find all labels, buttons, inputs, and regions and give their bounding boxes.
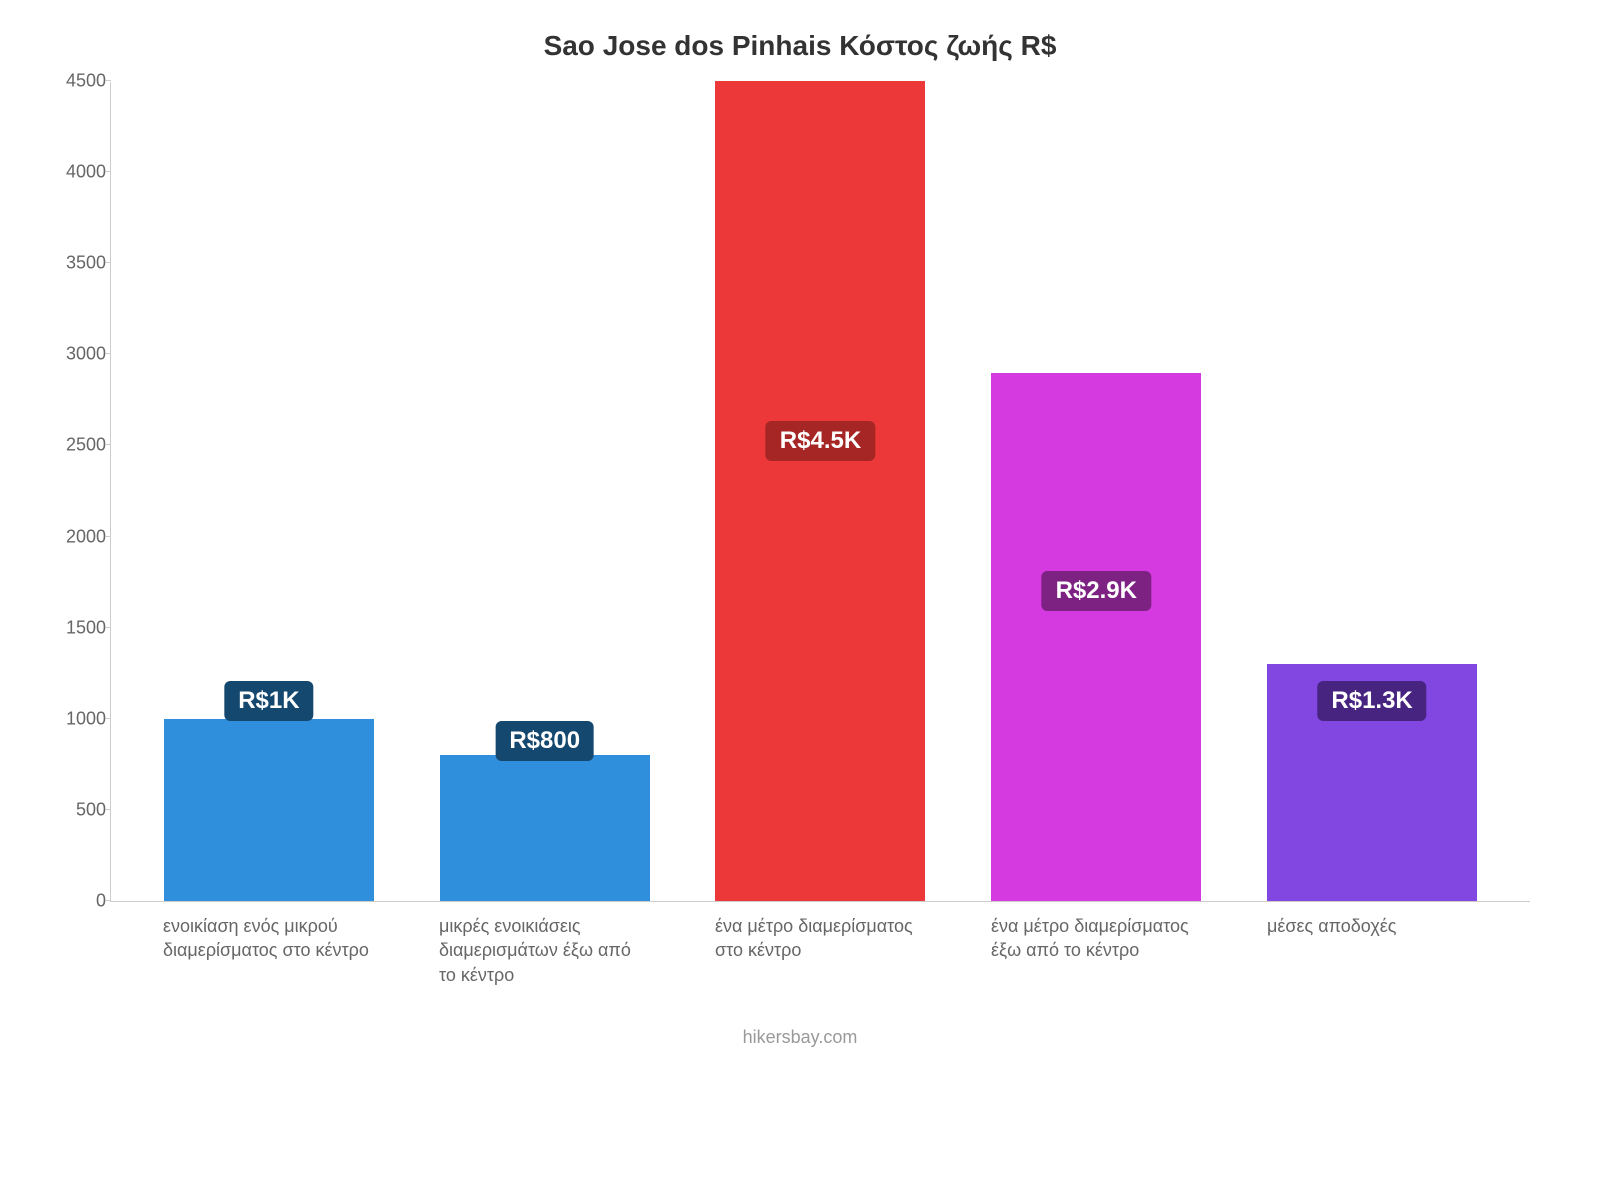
y-tick-mark <box>105 809 111 810</box>
y-tick-mark <box>105 80 111 81</box>
y-tick-label: 3500 <box>51 253 106 274</box>
y-tick-mark <box>105 353 111 354</box>
bar-slot: R$800 <box>407 82 683 901</box>
y-tick-mark <box>105 718 111 719</box>
y-tick-label: 500 <box>51 799 106 820</box>
y-tick-label: 4500 <box>51 71 106 92</box>
plot-area: R$1KR$800R$4.5KR$2.9KR$1.3K 050010001500… <box>110 82 1530 902</box>
x-axis-label: ένα μέτρο διαμερίσματος έξω από το κέντρ… <box>981 914 1211 987</box>
x-axis-labels: ενοικίαση ενός μικρού διαμερίσματος στο … <box>110 902 1530 987</box>
x-axis-label: μικρές ενοικιάσεις διαμερισμάτων έξω από… <box>429 914 659 987</box>
chart-container: Sao Jose dos Pinhais Κόστος ζωής R$ R$1K… <box>0 0 1600 1200</box>
y-tick-label: 1500 <box>51 617 106 638</box>
bar-value-label: R$2.9K <box>1042 571 1151 611</box>
y-tick-label: 2000 <box>51 526 106 547</box>
x-axis-label: ενοικίαση ενός μικρού διαμερίσματος στο … <box>153 914 383 987</box>
y-tick-mark <box>105 444 111 445</box>
attribution-text: hikersbay.com <box>40 1027 1560 1048</box>
bar-slot: R$1.3K <box>1234 82 1510 901</box>
bar: R$2.9K <box>991 373 1201 901</box>
bar-value-label: R$1.3K <box>1317 681 1426 721</box>
chart-title: Sao Jose dos Pinhais Κόστος ζωής R$ <box>40 30 1560 62</box>
bar: R$1K <box>164 719 374 901</box>
bars-row: R$1K R$800 R$4.5K R$2.9K R$1.3K <box>111 82 1530 901</box>
x-axis-label: ένα μέτρο διαμερίσματος στο κέντρο <box>705 914 935 987</box>
bar: R$4.5K <box>715 81 925 901</box>
y-tick-label: 0 <box>51 891 106 912</box>
y-tick-mark <box>105 262 111 263</box>
y-tick-mark <box>105 171 111 172</box>
bar-value-label: R$1K <box>224 681 313 721</box>
y-tick-mark <box>105 900 111 901</box>
bar-slot: R$4.5K <box>683 82 959 901</box>
bar-slot: R$2.9K <box>958 82 1234 901</box>
y-tick-mark <box>105 536 111 537</box>
bar: R$1.3K <box>1267 664 1477 901</box>
y-tick-label: 2500 <box>51 435 106 456</box>
bar-slot: R$1K <box>131 82 407 901</box>
x-axis-label: μέσες αποδοχές <box>1257 914 1487 987</box>
bar: R$800 <box>440 755 650 901</box>
bar-value-label: R$4.5K <box>766 421 875 461</box>
y-tick-label: 3000 <box>51 344 106 365</box>
bar-value-label: R$800 <box>495 721 594 761</box>
y-tick-label: 1000 <box>51 708 106 729</box>
y-tick-mark <box>105 627 111 628</box>
y-tick-label: 4000 <box>51 162 106 183</box>
